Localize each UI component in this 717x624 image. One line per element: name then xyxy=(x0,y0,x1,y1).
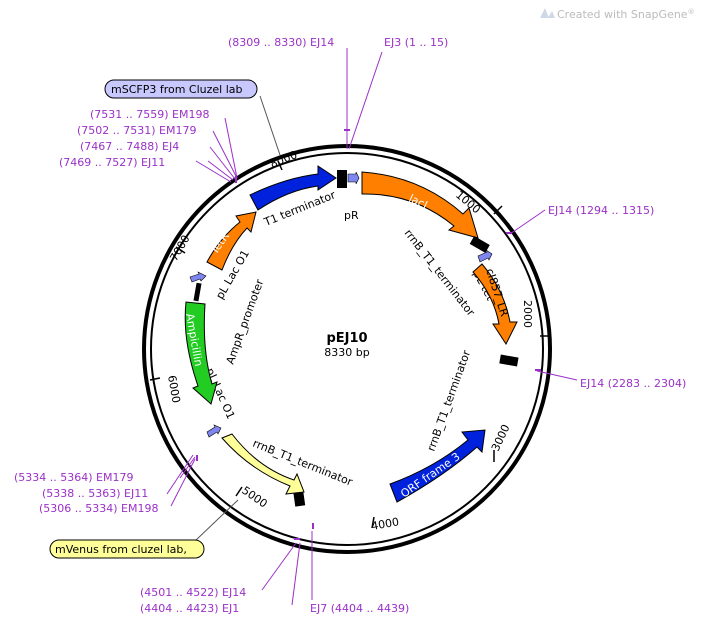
site-label-em179-7502[interactable]: (7502 .. 7531) EM179 xyxy=(77,124,197,137)
site-label-ej11-7469[interactable]: (7469 .. 7527) EJ11 xyxy=(59,156,165,169)
site-label-ej3[interactable]: EJ3 (1 .. 15) xyxy=(384,36,448,49)
site-label-ej14-2283[interactable]: EJ14 (2283 .. 2304) xyxy=(580,377,686,390)
snapgene-logo-icon xyxy=(540,8,555,18)
feature-orf3-label: ORF frame 3 xyxy=(398,450,462,500)
feature-pL-lac-lower-arrow[interactable] xyxy=(206,424,222,438)
svg-text:Created with SnapGene®: Created with SnapGene® xyxy=(557,8,695,21)
site-label-ej4[interactable]: (7467 .. 7488) EJ4 xyxy=(80,140,179,153)
site-label-ej14-4501[interactable]: (4501 .. 4522) EJ14 xyxy=(140,586,246,599)
site-label-ej14-1294[interactable]: EJ14 (1294 .. 1315) xyxy=(548,204,654,217)
callout-mvenus-label: mVenus from cluzel lab, xyxy=(55,543,187,556)
site-label-em198-7531[interactable]: (7531 .. 7559) EM198 xyxy=(90,108,210,121)
feature-ampicillin-arrow[interactable] xyxy=(184,301,218,405)
tick-label-8000: 8000 xyxy=(268,148,299,171)
primer-site-markers xyxy=(196,129,541,540)
feature-mvenus-arrow[interactable] xyxy=(221,433,305,495)
site-label-ej11-5338[interactable]: (5338 .. 5363) EJ11 xyxy=(42,487,148,500)
tick-marks xyxy=(149,160,550,529)
feature-pL-tet-arrow[interactable] xyxy=(477,249,493,263)
site-label-ej7[interactable]: EJ7 (4404 .. 4439) xyxy=(310,602,409,615)
feature-ci857-arrow[interactable] xyxy=(472,263,518,346)
feature-lacI-arrow[interactable] xyxy=(361,171,479,239)
tick-label-6000: 6000 xyxy=(165,374,183,404)
tick-label-4000: 4000 xyxy=(370,515,400,533)
feature-rrnb-terminator-box-1[interactable] xyxy=(469,236,490,253)
callout-mvenus[interactable]: mVenus from cluzel lab, xyxy=(49,499,239,559)
feature-pR-label: pR xyxy=(344,209,359,222)
feature-tetR-arrow[interactable] xyxy=(206,211,257,271)
snapgene-watermark: Created with SnapGene® xyxy=(540,8,695,21)
feature-t1-terminator-arrow[interactable] xyxy=(249,165,337,211)
feature-orf3-arrow[interactable] xyxy=(389,429,486,503)
plasmid-name: pEJ10 xyxy=(326,331,367,346)
tick-label-2000: 2000 xyxy=(521,300,534,328)
watermark-text: Created with SnapGene xyxy=(557,8,688,21)
site-label-em179-5334[interactable]: (5334 .. 5364) EM179 xyxy=(14,471,134,484)
plasmid-length: 8330 bp xyxy=(324,346,369,359)
feature-pR-arrow[interactable] xyxy=(347,171,360,185)
site-label-em198-5306[interactable]: (5306 .. 5334) EM198 xyxy=(39,502,159,515)
feature-ampR-promoter-box[interactable] xyxy=(193,282,202,302)
tick-label-3000: 3000 xyxy=(489,422,513,453)
feature-terminator-box-top[interactable] xyxy=(337,170,347,188)
callout-mscfp3[interactable]: mSCFP3 from Cluzel lab xyxy=(104,79,281,156)
feature-rrnb-terminator-label-1: rrnB_T1_terminator xyxy=(402,227,478,319)
backbone-inner-ring xyxy=(150,152,544,546)
feature-pL-lac-upper-arrow[interactable] xyxy=(189,271,207,283)
feature-rrnb-terminator-label-3: rrnB_T1_terminator xyxy=(251,437,355,489)
feature-rrnb-terminator-box-2[interactable] xyxy=(499,354,519,367)
watermark-registered-mark: ® xyxy=(688,8,695,16)
callout-mscfp3-label: mSCFP3 from Cluzel lab xyxy=(111,83,243,96)
primer-site-leaders xyxy=(166,48,578,606)
tick-label-5000: 5000 xyxy=(239,484,269,511)
site-label-ej14-8309[interactable]: (8309 .. 8330) EJ14 xyxy=(228,36,334,49)
site-label-ej1[interactable]: (4404 .. 4423) EJ1 xyxy=(140,602,239,615)
